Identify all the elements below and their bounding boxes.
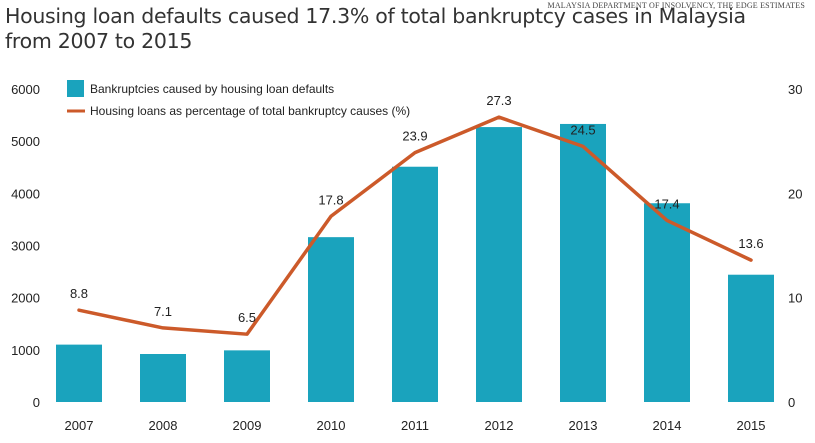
- bar-2010: [308, 237, 354, 402]
- y-axis-right: 0 10 20 30: [788, 82, 802, 410]
- x-tick-label-2010: 2010: [317, 418, 346, 433]
- bar-2009: [224, 350, 270, 402]
- legend-line-label: Housing loans as percentage of total ban…: [90, 104, 410, 118]
- y-right-tick-label: 30: [788, 82, 802, 97]
- x-tick-label-2012: 2012: [485, 418, 514, 433]
- line-path: [77, 115, 753, 336]
- bar-2008: [140, 354, 186, 402]
- chart-title: Housing loan defaults caused 17.3% of to…: [5, 4, 810, 54]
- x-axis: 2007 2008 2009 2010 2011 2012 2013 2014 2015: [65, 418, 766, 433]
- data-label-2012: 27.3: [486, 93, 511, 108]
- data-label-2013: 24.5: [570, 122, 595, 137]
- legend-bar-swatch: [67, 80, 84, 97]
- bar-2012: [476, 127, 522, 402]
- data-label-2010: 17.8: [318, 192, 343, 207]
- data-label-2009: 6.5: [238, 310, 256, 325]
- data-label-2011: 23.9: [402, 129, 427, 144]
- bar-2007: [56, 344, 102, 402]
- x-tick-label-2008: 2008: [149, 418, 178, 433]
- y-left-tick-label: 0: [33, 395, 40, 410]
- y-right-tick-label: 0: [788, 395, 795, 410]
- legend-bar-label: Bankruptcies caused by housing loan defa…: [90, 82, 334, 96]
- data-label-2014: 17.4: [654, 196, 679, 211]
- data-label-2007: 8.8: [70, 286, 88, 301]
- x-tick-label-2007: 2007: [65, 418, 94, 433]
- legend: Bankruptcies caused by housing loan defa…: [67, 80, 410, 118]
- y-left-tick-label: 5000: [11, 134, 40, 149]
- bar-2013: [560, 123, 606, 403]
- source-credit: MALAYSIA DEPARTMENT OF INSOLVENCY, THE E…: [547, 1, 805, 10]
- x-tick-label-2011: 2011: [401, 418, 429, 433]
- bar-2014: [644, 203, 690, 402]
- y-left-tick-label: 4000: [11, 186, 40, 201]
- y-left-tick-label: 1000: [11, 343, 40, 358]
- bar-2011: [392, 166, 438, 402]
- y-right-tick-label: 10: [788, 291, 802, 306]
- y-left-tick-label: 2000: [11, 291, 40, 306]
- x-tick-label-2009: 2009: [233, 418, 262, 433]
- x-tick-label-2014: 2014: [653, 418, 682, 433]
- y-right-tick-label: 20: [788, 186, 802, 201]
- bar-series: [56, 123, 774, 403]
- bar-2015: [728, 274, 774, 402]
- y-left-tick-label: 3000: [11, 239, 40, 254]
- data-label-2015: 13.6: [738, 236, 763, 251]
- y-axis-left: 0 1000 2000 3000 4000 5000 6000: [11, 82, 40, 410]
- x-tick-label-2013: 2013: [569, 418, 598, 433]
- line-series: 8.8 7.1 6.5 17.8 23.9 27.3 24.5 17.4 13.6: [70, 93, 764, 336]
- y-left-tick-label: 6000: [11, 82, 40, 97]
- title-line-2: from 2007 to 2015: [5, 29, 193, 53]
- x-tick-label-2015: 2015: [737, 418, 766, 433]
- title-line-1: Housing loan defaults caused 17.3% of to…: [5, 4, 746, 28]
- data-label-2008: 7.1: [154, 304, 172, 319]
